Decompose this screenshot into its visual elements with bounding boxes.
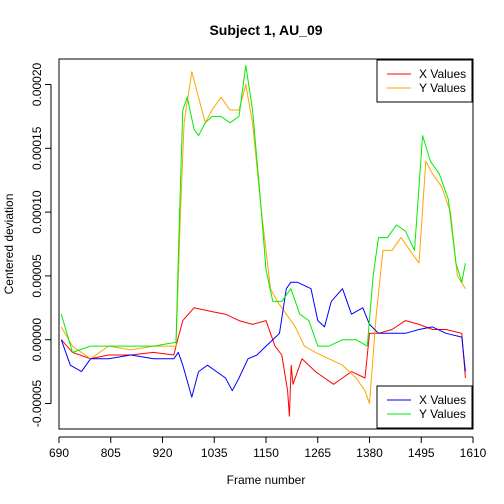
y-tick-label: 0.00005 xyxy=(30,254,44,298)
series-line-1 xyxy=(60,307,466,417)
plot-frame xyxy=(58,58,474,430)
x-tick-label: 1035 xyxy=(201,446,228,460)
x-tick-label: 690 xyxy=(49,446,69,460)
x-tick-label: 1610 xyxy=(460,446,487,460)
legend-box xyxy=(376,385,473,429)
x-tick-label: 920 xyxy=(152,446,172,460)
series-group xyxy=(60,64,466,417)
y-tick-label: -0.00005 xyxy=(30,379,44,427)
y-tick-label: 0.00000 xyxy=(30,318,44,362)
legend-box xyxy=(376,59,473,103)
chart-title: Subject 1, AU_09 xyxy=(209,22,322,38)
series-line-2 xyxy=(60,71,466,404)
y-tick-label: 0.00020 xyxy=(30,63,44,107)
x-tick-label: 1150 xyxy=(253,446,279,460)
series-line-3 xyxy=(60,281,466,398)
x-axis-label: Frame number xyxy=(227,473,306,487)
y-tick-label: 0.00010 xyxy=(30,190,44,234)
x-tick-label: 1265 xyxy=(304,446,331,460)
y-axis: -0.00005 0.00000 0.00005 0.00010 0.00015 0.00… xyxy=(30,63,52,427)
y-axis-label: Centered deviation xyxy=(2,194,16,295)
x-tick-label: 805 xyxy=(101,446,121,460)
legend-label: X Values xyxy=(419,67,466,81)
x-tick-label: 1380 xyxy=(356,446,383,460)
y-tick-label: 0.00015 xyxy=(30,126,44,170)
legend-label: X Values xyxy=(419,393,466,407)
x-tick-label: 1495 xyxy=(408,446,435,460)
legend-label: Y Values xyxy=(419,81,466,95)
series-line-4 xyxy=(60,64,466,353)
legend-label: Y Values xyxy=(419,407,466,421)
x-axis: 690 805 920 1035 1150 1265 1380 1495 1610 xyxy=(49,436,487,460)
